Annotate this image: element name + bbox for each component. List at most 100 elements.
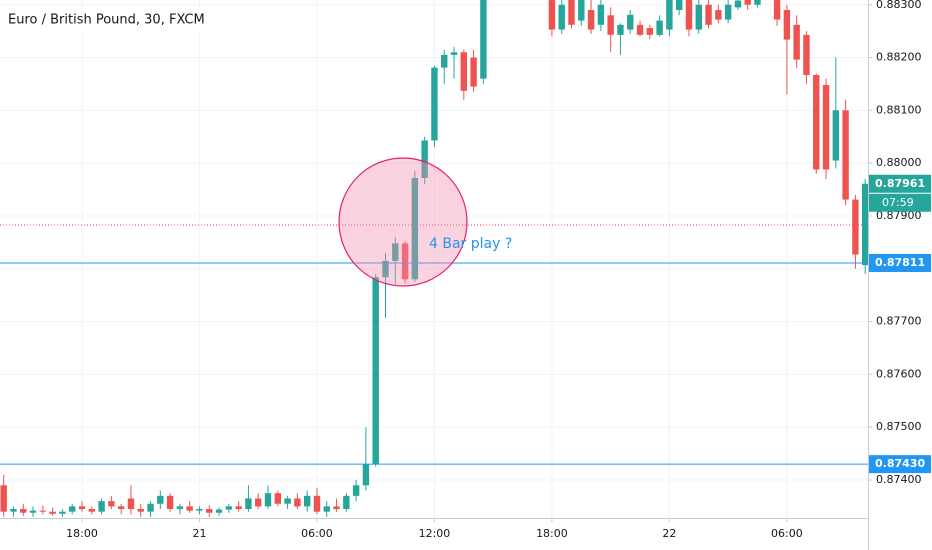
candle-body [715, 10, 722, 20]
candle-body [617, 24, 624, 35]
candle-body [578, 0, 585, 21]
y-tick-label: 0.88200 [876, 51, 922, 64]
axes: 0.88300 0.88200 0.88100 0.88000 0.87900 0.878… [66, 0, 931, 540]
last-price-box [869, 174, 931, 193]
candle-body [822, 85, 830, 170]
candle-body [431, 67, 438, 141]
candle-body [235, 506, 242, 510]
candle-body [480, 0, 487, 79]
annotation-text: 4 Bar play ? [429, 236, 512, 252]
price-label-box [869, 455, 931, 474]
candle-body [29, 510, 37, 513]
candle-body [255, 498, 262, 507]
candle-body [441, 54, 448, 68]
countdown-box [869, 193, 931, 212]
candle-body [666, 0, 673, 30]
candle-body [597, 4, 605, 25]
candle-body [117, 506, 125, 510]
candle-body [284, 498, 291, 504]
candle-body [225, 506, 233, 510]
candle-body [421, 140, 428, 178]
candle-body [176, 506, 184, 510]
candle-body [352, 485, 360, 496]
candle-body [186, 506, 193, 511]
candle-body [303, 495, 311, 507]
candle-body [10, 509, 17, 512]
candle-body [705, 4, 712, 25]
candle-body [568, 0, 575, 25]
candle-body [754, 0, 761, 5]
title-background [2, 8, 202, 30]
candle-body [206, 509, 213, 513]
candle-body [88, 509, 95, 512]
candle-body [862, 183, 868, 266]
candle-body [558, 4, 565, 30]
candle-body [147, 503, 154, 512]
candle-body [98, 501, 105, 512]
candle-body [39, 510, 47, 512]
candle-body [137, 509, 144, 512]
candle-body [333, 506, 340, 510]
candle-body [656, 20, 663, 35]
candle-body [646, 27, 654, 35]
candle-body [49, 511, 56, 514]
candle-body [607, 15, 614, 35]
candle-body [587, 10, 595, 30]
y-tick-label: 0.88100 [876, 103, 922, 116]
y-tick-label: 0.87700 [876, 315, 922, 328]
candle-body [460, 52, 468, 91]
candle-body [245, 498, 252, 510]
candle-body [392, 243, 399, 261]
candle-body [343, 495, 350, 510]
candle-body [734, 0, 742, 8]
candle-body [215, 509, 223, 513]
candle-body [411, 177, 419, 280]
candle-body [695, 4, 702, 30]
plot-area: 4 Bar play ? [0, 0, 868, 517]
candle-body [813, 74, 820, 170]
candle-body [362, 464, 370, 486]
candle-body [382, 260, 389, 278]
y-tick-label: 0.87400 [876, 473, 922, 486]
candle-body [773, 0, 781, 20]
candle-body [264, 493, 272, 507]
candle-body [166, 495, 174, 510]
y-tick-label: 0.87900 [876, 209, 922, 222]
candle-body [450, 52, 458, 55]
candle-body [783, 10, 791, 40]
candle-body [724, 4, 732, 20]
candle-body [20, 509, 27, 513]
candle-body [0, 485, 7, 512]
y-tick-label: 0.88000 [876, 156, 922, 169]
candle-body [323, 506, 330, 512]
candle-body [842, 110, 849, 200]
price-label: 0.87430 [875, 457, 925, 470]
candle-body [803, 34, 810, 75]
price-label-box [869, 253, 931, 272]
candle-body [78, 506, 86, 510]
candle-body [852, 199, 859, 255]
candle-body [196, 509, 203, 511]
last-price-label: 0.87961 [875, 177, 925, 190]
candle-body [372, 277, 379, 465]
x-tick-label: 12:00 [419, 527, 451, 540]
candle-body [675, 0, 683, 11]
x-tick-label: 18:00 [66, 527, 98, 540]
candle-body [832, 110, 840, 161]
y-tick-label: 0.87600 [876, 367, 922, 380]
countdown-label: 07:59 [882, 196, 914, 209]
chart-title: Euro / British Pound, 30, FXCM [8, 13, 205, 28]
x-tick-label: 22 [662, 527, 676, 540]
y-tick-label: 0.88300 [876, 0, 922, 11]
x-tick-label: 18:00 [536, 527, 568, 540]
candle-body [59, 511, 66, 514]
candle-body [548, 0, 556, 30]
x-tick-label: 06:00 [301, 527, 333, 540]
annotation-circle [338, 157, 468, 287]
candle-body [636, 24, 644, 35]
candle-body [127, 498, 135, 510]
candle-body [685, 0, 693, 30]
candle-body [313, 495, 321, 512]
candle-body [793, 24, 800, 60]
